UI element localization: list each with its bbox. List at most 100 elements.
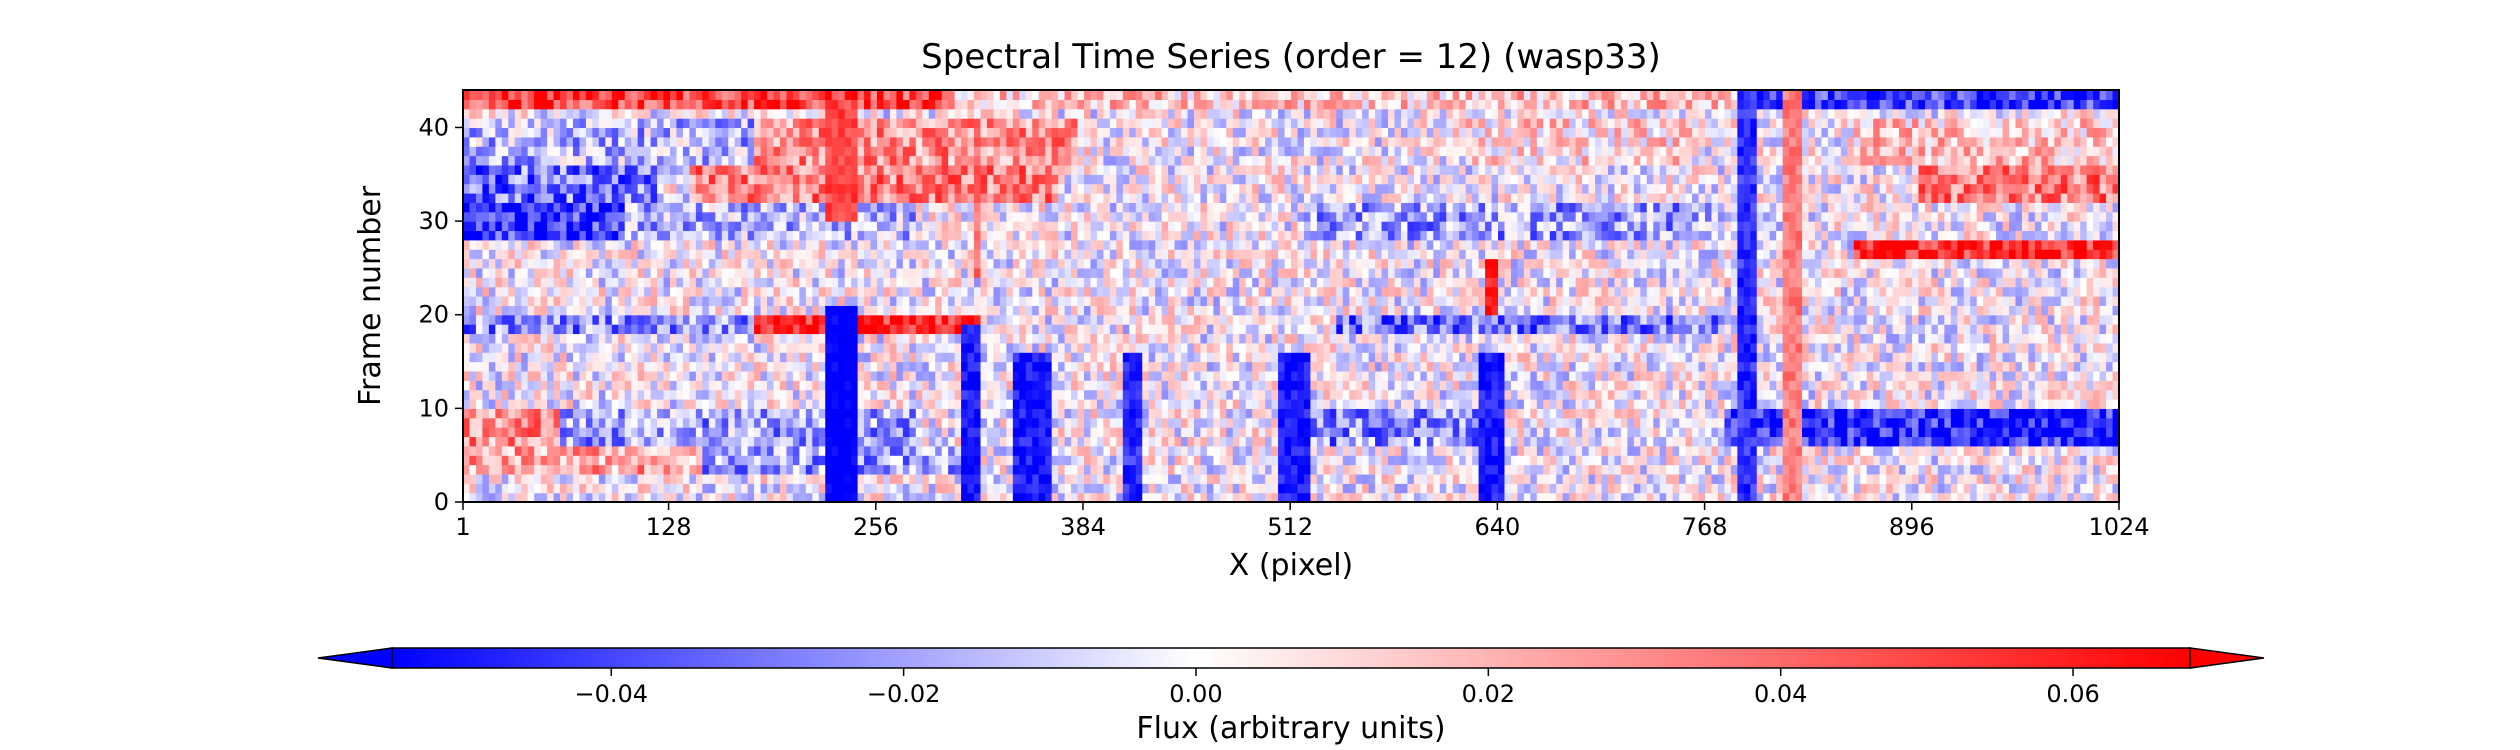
heatmap-cell: [1342, 464, 1350, 475]
heatmap-cell: [1362, 492, 1370, 503]
heatmap-cell: [624, 370, 632, 381]
heatmap-cell: [1595, 361, 1603, 372]
heatmap-cell: [1394, 408, 1402, 419]
heatmap-cell: [1763, 352, 1771, 363]
heatmap-cell: [1970, 483, 1978, 494]
heatmap-cell: [1802, 464, 1810, 475]
heatmap-cell: [1355, 473, 1363, 484]
heatmap-cell: [948, 333, 956, 344]
heatmap-cell: [1135, 464, 1143, 475]
heatmap-cell: [1284, 492, 1292, 503]
heatmap-cell: [1019, 455, 1027, 466]
heatmap-cell: [760, 492, 768, 503]
heatmap-cell: [2041, 464, 2049, 475]
heatmap-cell: [1349, 408, 1357, 419]
heatmap-cell: [805, 464, 813, 475]
heatmap-cell: [1795, 389, 1803, 400]
heatmap-cell: [1782, 455, 1790, 466]
heatmap-cell: [1491, 427, 1499, 438]
heatmap-cell: [1808, 361, 1816, 372]
heatmap-cell: [1323, 324, 1331, 335]
heatmap-cell: [2086, 380, 2094, 391]
heatmap-cell: [1025, 436, 1033, 447]
heatmap-cell: [598, 370, 606, 381]
heatmap-cell: [2073, 361, 2081, 372]
heatmap-cell: [1614, 399, 1622, 409]
heatmap-cell: [1536, 483, 1544, 494]
heatmap-cell: [463, 352, 471, 363]
heatmap-cell: [1776, 445, 1784, 456]
heatmap-cell: [1802, 333, 1810, 344]
heatmap-cell: [935, 324, 943, 335]
heatmap-cell: [747, 445, 755, 456]
heatmap-cell: [1394, 445, 1402, 456]
heatmap-cell: [2073, 408, 2081, 419]
heatmap-cell: [799, 492, 807, 503]
heatmap-cell: [1193, 483, 1202, 494]
heatmap-cell: [1672, 473, 1680, 484]
heatmap-cell: [1206, 314, 1214, 325]
heatmap-cell: [585, 333, 593, 344]
heatmap-cell: [1200, 464, 1208, 475]
heatmap-cell: [857, 399, 865, 409]
heatmap-cell: [488, 342, 496, 353]
heatmap-cell: [1051, 445, 1059, 456]
heatmap-cell: [1213, 483, 1221, 494]
heatmap-cell: [1640, 445, 1648, 456]
heatmap-cell: [534, 473, 542, 484]
heatmap-cell: [624, 427, 632, 438]
heatmap-cell: [514, 370, 522, 381]
heatmap-cell: [1051, 408, 1059, 419]
heatmap-cell: [695, 436, 703, 447]
heatmap-cell: [1717, 483, 1726, 494]
heatmap-cell: [2067, 455, 2075, 466]
heatmap-cell: [1763, 370, 1771, 381]
heatmap-cell: [1038, 427, 1046, 438]
heatmap-cell: [1187, 445, 1195, 456]
heatmap-cell: [999, 473, 1007, 484]
heatmap-cell: [877, 408, 885, 419]
heatmap-cell: [2021, 333, 2030, 344]
heatmap-cell: [1472, 483, 1480, 494]
heatmap-cell: [1808, 380, 1816, 391]
heatmap-cell: [1400, 464, 1409, 475]
heatmap-cell: [2034, 455, 2042, 466]
heatmap-cell: [1420, 455, 1428, 466]
heatmap-cell: [1976, 436, 1984, 447]
heatmap-cell: [1342, 342, 1350, 353]
heatmap-cell: [1155, 445, 1163, 456]
heatmap-cell: [1323, 399, 1331, 409]
heatmap-cell: [1530, 333, 1538, 344]
heatmap-cell: [889, 314, 898, 325]
heatmap-cell: [818, 464, 826, 475]
heatmap-cell: [1756, 483, 1764, 494]
heatmap-cell: [1258, 427, 1266, 438]
heatmap-cell: [754, 389, 762, 400]
heatmap-cell: [1924, 408, 1933, 419]
heatmap-cell: [1640, 342, 1648, 353]
heatmap-cell: [1666, 399, 1674, 409]
heatmap-cell: [1135, 436, 1143, 447]
heatmap-cell: [2054, 455, 2062, 466]
heatmap-cell: [1899, 342, 1907, 353]
heatmap-cell: [579, 352, 587, 363]
heatmap-cell: [1187, 314, 1195, 325]
heatmap-cell: [1051, 389, 1059, 400]
heatmap-cell: [1582, 436, 1590, 447]
heatmap-cell: [1692, 324, 1700, 335]
heatmap-cell: [1006, 483, 1014, 494]
heatmap-cell: [1058, 361, 1066, 372]
heatmap-cell: [1601, 408, 1609, 419]
heatmap-cell: [747, 342, 755, 353]
heatmap-cell: [1362, 352, 1370, 363]
heatmap-cell: [1498, 408, 1506, 419]
heatmap-cell: [1795, 361, 1803, 372]
heatmap-cell: [1426, 399, 1434, 409]
heatmap-cell: [1368, 427, 1376, 438]
heatmap-cell: [747, 399, 755, 409]
heatmap-cell: [1459, 417, 1467, 428]
heatmap-cell: [553, 436, 561, 447]
heatmap-cell: [1614, 380, 1622, 391]
heatmap-cell: [702, 455, 710, 466]
heatmap-cell: [682, 445, 691, 456]
